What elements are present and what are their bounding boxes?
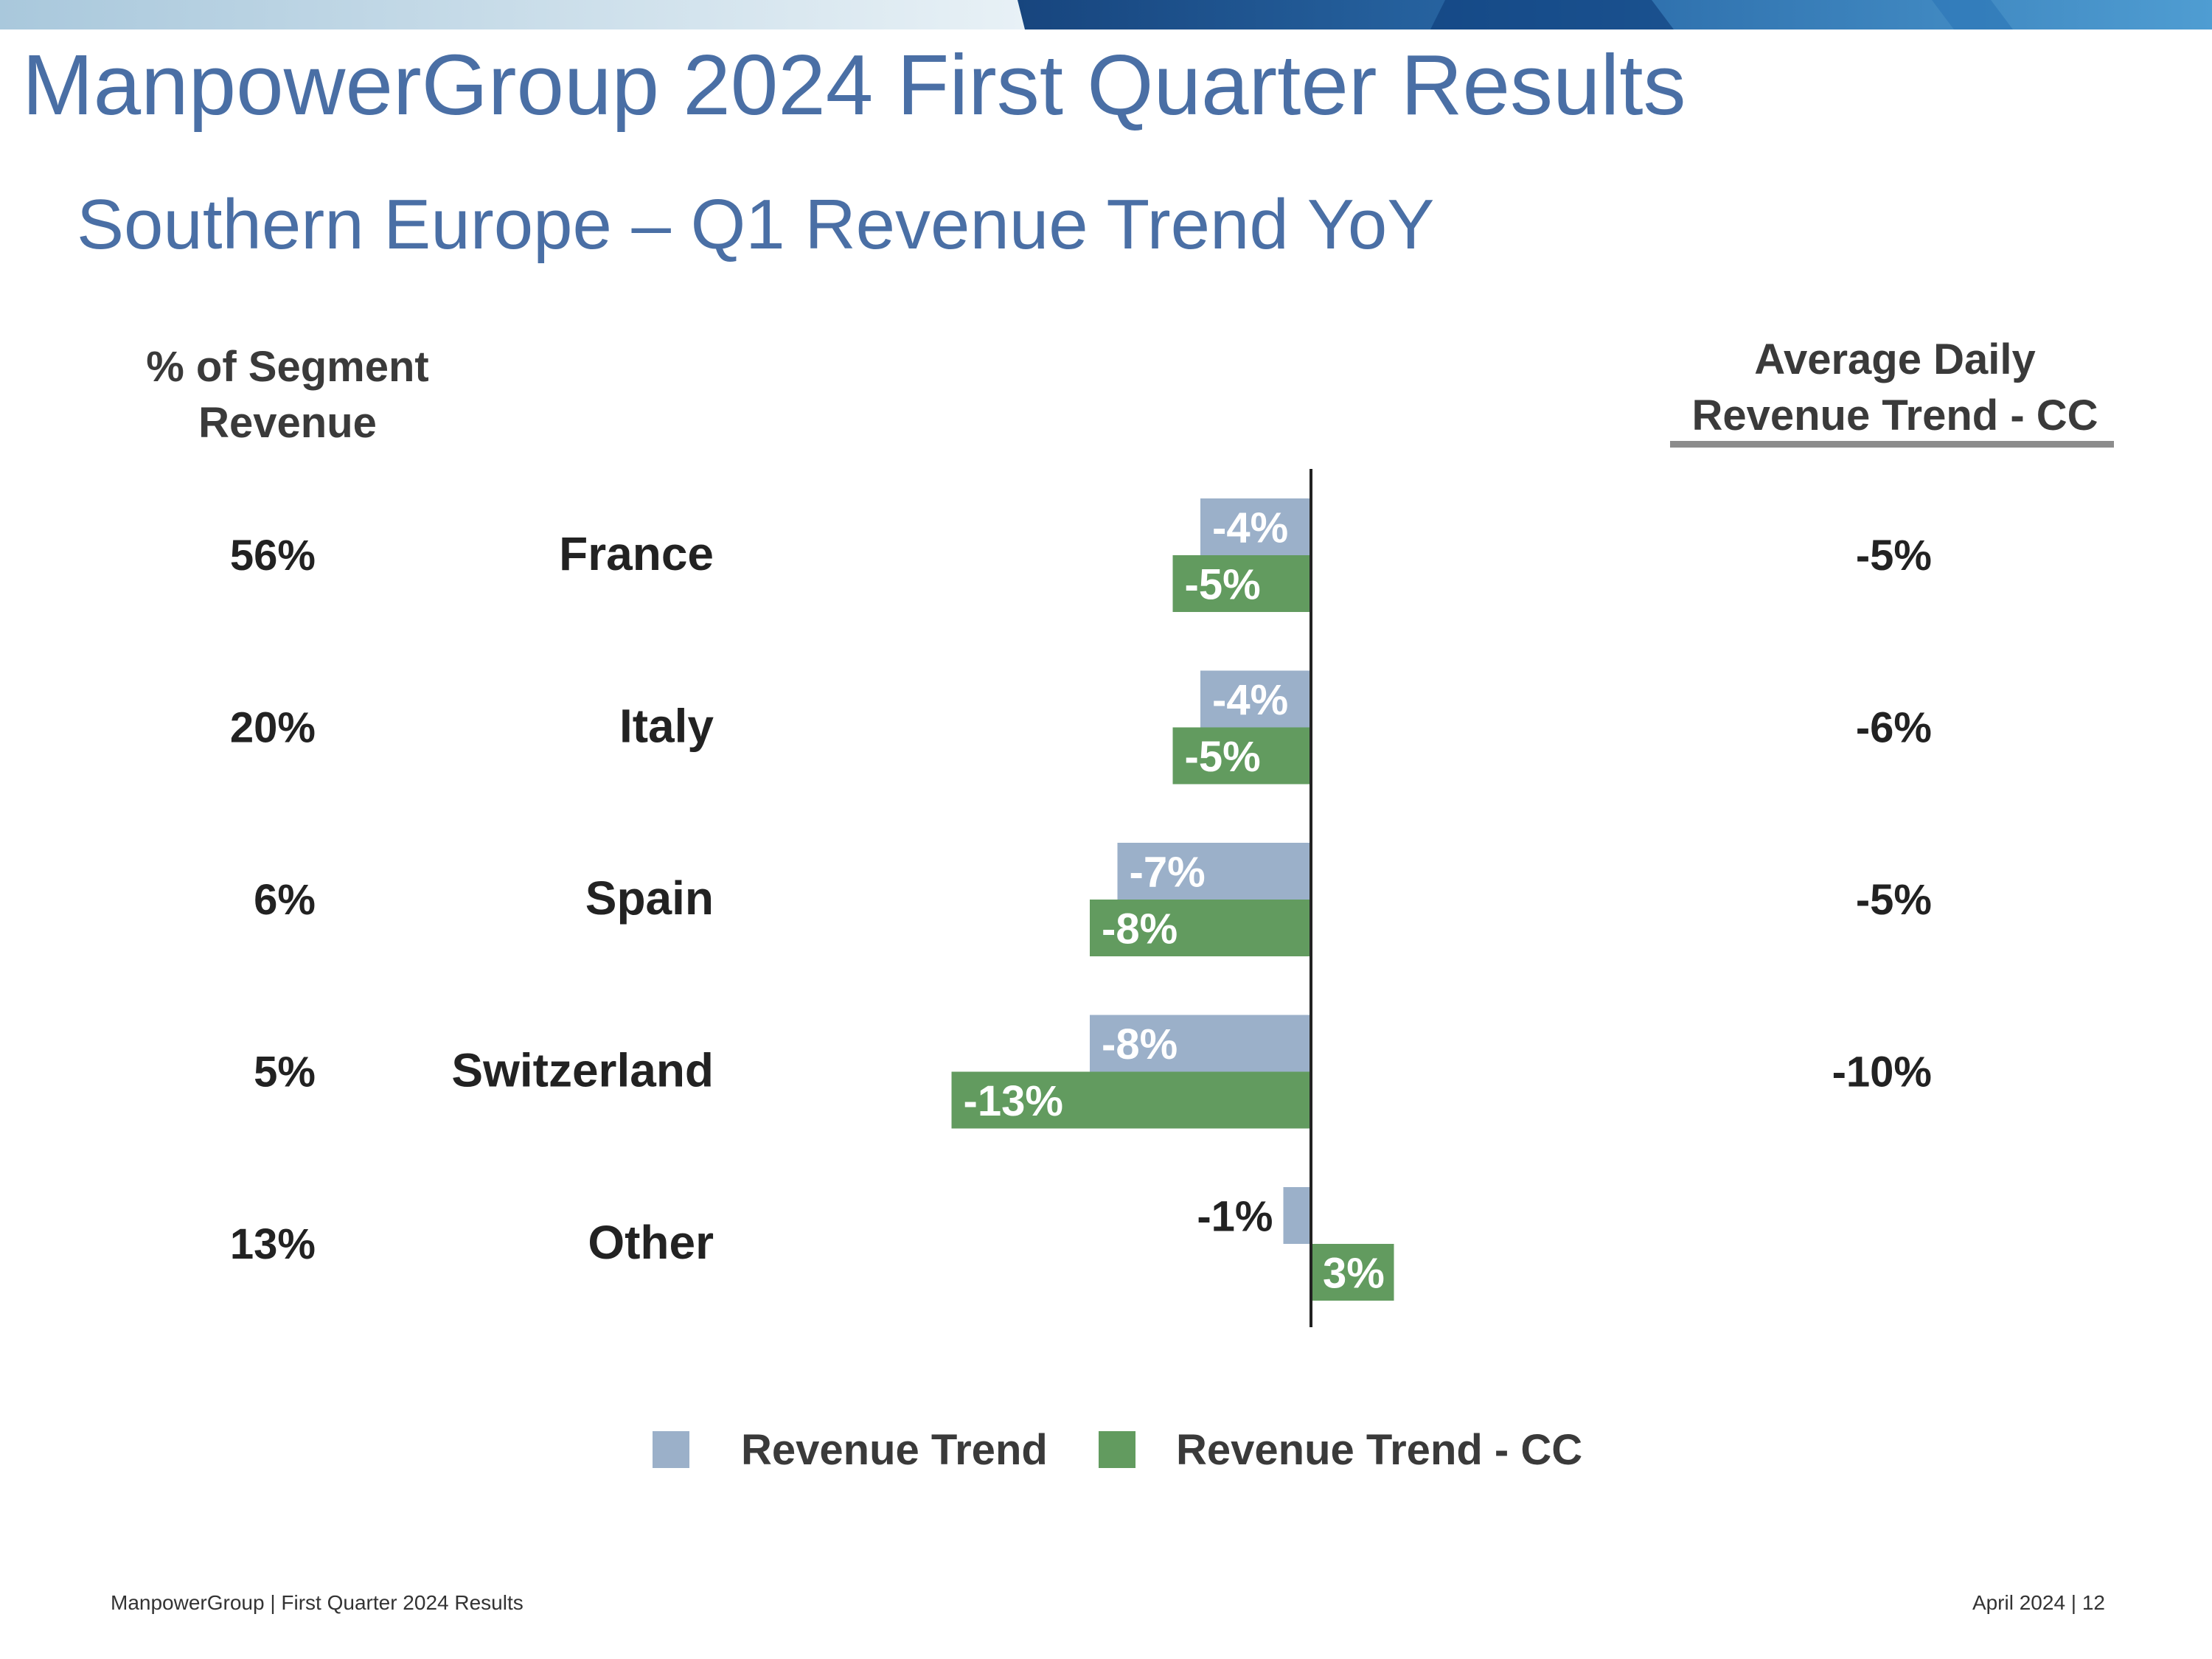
top-banner-band [0, 0, 2212, 29]
data-label-revenue-trend-france: -4% [1212, 504, 1288, 552]
adr-header-underline [1670, 441, 2114, 448]
data-label-revenue-trend-other: -1% [1197, 1193, 1273, 1241]
legend-swatch-revenue-trend [653, 1431, 689, 1468]
slide-title: ManpowerGroup 2024 First Quarter Results [22, 37, 1686, 133]
adr-value-spain: -5% [1856, 876, 1932, 924]
bar-revenue-trend-other [1283, 1187, 1311, 1244]
data-label-revenue-trend-cc-italy: -5% [1185, 733, 1261, 781]
adr-header-line1: Average Daily [1754, 335, 2036, 383]
segment-share-spain: 6% [254, 876, 316, 924]
segment-share-header-line2: Revenue [198, 399, 377, 447]
data-label-revenue-trend-cc-other: 3% [1323, 1250, 1385, 1298]
segment-share-other: 13% [230, 1220, 316, 1268]
adr-header-line2: Revenue Trend - CC [1691, 392, 2098, 439]
bar-revenue-trend-cc-france [1172, 555, 1311, 612]
legend-label-revenue-trend: Revenue Trend [741, 1426, 1048, 1474]
bar-revenue-trend-cc-other [1311, 1244, 1394, 1301]
adr-value-italy: -6% [1856, 704, 1932, 752]
category-label-switzerland: Switzerland [451, 1044, 714, 1097]
bar-revenue-trend-italy [1200, 670, 1311, 728]
data-label-revenue-trend-italy: -4% [1212, 676, 1288, 724]
adr-value-switzerland: -10% [1832, 1048, 1932, 1096]
bar-revenue-trend-switzerland [1090, 1015, 1311, 1072]
segment-share-header: % of Segment Revenue [103, 339, 472, 451]
adr-header: Average Daily Revenue Trend - CC [1644, 332, 2146, 444]
data-label-revenue-trend-spain: -7% [1130, 849, 1206, 897]
footer-date-page: April 2024 | 12 [1972, 1591, 2105, 1614]
bar-revenue-trend-cc-spain [1090, 900, 1311, 956]
segment-share-france: 56% [230, 532, 316, 580]
slide-subtitle: Southern Europe – Q1 Revenue Trend YoY [77, 185, 1435, 264]
adr-value-france: -5% [1856, 532, 1932, 580]
bar-revenue-trend-france [1200, 498, 1311, 555]
segment-share-switzerland: 5% [254, 1048, 316, 1096]
bar-revenue-trend-cc-italy [1172, 727, 1311, 785]
data-label-revenue-trend-cc-spain: -8% [1102, 905, 1178, 953]
data-label-revenue-trend-cc-switzerland: -13% [964, 1077, 1063, 1125]
category-label-spain: Spain [585, 872, 714, 925]
bar-revenue-trend-spain [1117, 843, 1311, 900]
legend-label-revenue-trend-cc: Revenue Trend - CC [1176, 1426, 1583, 1474]
category-label-other: Other [588, 1216, 714, 1269]
segment-share-italy: 20% [230, 704, 316, 752]
footer-company-report: ManpowerGroup | First Quarter 2024 Resul… [111, 1591, 524, 1614]
segment-share-header-line1: % of Segment [146, 343, 429, 391]
category-label-italy: Italy [619, 700, 714, 753]
legend-swatch-revenue-trend-cc [1099, 1431, 1135, 1468]
data-label-revenue-trend-switzerland: -8% [1102, 1020, 1178, 1068]
data-label-revenue-trend-cc-france: -5% [1185, 561, 1261, 609]
bar-revenue-trend-cc-switzerland [951, 1071, 1311, 1129]
category-label-france: France [559, 527, 714, 580]
